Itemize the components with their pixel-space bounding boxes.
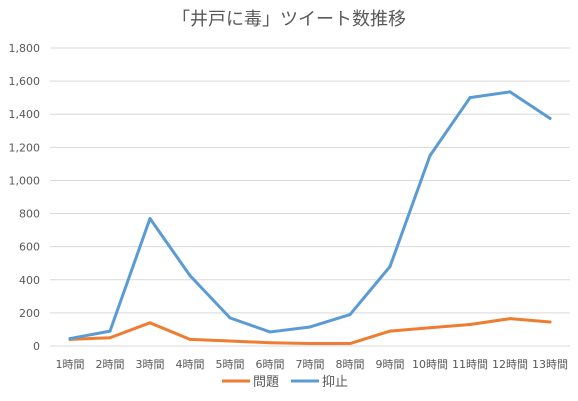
data-point xyxy=(508,90,512,94)
data-point xyxy=(428,154,432,158)
data-point xyxy=(348,342,352,346)
data-point xyxy=(308,325,312,329)
x-tick-label: 9時間 xyxy=(376,358,405,371)
data-point xyxy=(308,342,312,346)
data-point xyxy=(268,341,272,345)
x-tick-label: 8時間 xyxy=(336,358,365,371)
x-tick-label: 12時間 xyxy=(492,358,528,371)
x-tick-label: 3時間 xyxy=(136,358,165,371)
y-tick-label: 1,600 xyxy=(9,75,41,88)
x-axis-tick-labels: 1時間 2時間 3時間 4時間 5時間 6時間 7時間 8時間 9時間 10時間 11時間 12時間 1… xyxy=(56,358,569,371)
x-tick-label: 11時間 xyxy=(452,358,488,371)
y-tick-label: 600 xyxy=(19,241,40,254)
data-point xyxy=(228,316,232,320)
x-tick-label: 6時間 xyxy=(256,358,285,371)
data-point xyxy=(268,330,272,334)
y-axis-tick-labels: 0 200 400 600 800 1,000 1,200 1,400 1,600 1,800 xyxy=(9,42,41,353)
y-tick-label: 0 xyxy=(33,340,40,353)
data-point xyxy=(548,116,552,120)
data-point xyxy=(468,96,472,100)
legend-label-yokushi: 抑止 xyxy=(322,375,348,390)
x-tick-label: 5時間 xyxy=(216,358,245,371)
x-tick-label: 4時間 xyxy=(176,358,205,371)
data-point xyxy=(68,337,72,341)
data-point xyxy=(148,217,152,221)
data-point xyxy=(108,336,112,340)
series-lines xyxy=(68,90,552,346)
x-tick-label: 1時間 xyxy=(56,358,85,371)
data-point xyxy=(388,265,392,269)
x-tick-label: 13時間 xyxy=(532,358,568,371)
data-point xyxy=(548,320,552,324)
data-point xyxy=(148,321,152,325)
legend-label-mondai: 問題 xyxy=(253,375,279,390)
data-point xyxy=(388,329,392,333)
y-tick-label: 1,000 xyxy=(9,174,41,187)
x-tick-label: 7時間 xyxy=(296,358,325,371)
data-point xyxy=(508,317,512,321)
data-point xyxy=(428,326,432,330)
y-tick-label: 1,400 xyxy=(9,108,41,121)
x-tick-label: 2時間 xyxy=(96,358,125,371)
y-tick-label: 400 xyxy=(19,274,40,287)
y-tick-label: 200 xyxy=(19,307,40,320)
gridlines xyxy=(50,47,570,347)
data-point xyxy=(188,337,192,341)
y-tick-label: 1,800 xyxy=(9,42,41,55)
y-tick-label: 1,200 xyxy=(9,141,41,154)
data-point xyxy=(228,339,232,343)
y-tick-label: 800 xyxy=(19,208,40,221)
data-point xyxy=(468,322,472,326)
legend: 問題 抑止 xyxy=(222,375,348,390)
data-point xyxy=(188,274,192,278)
x-tick-label: 10時間 xyxy=(412,358,448,371)
series-line-0 xyxy=(68,317,552,346)
chart-title: 「井戸に毒」ツイート数推移 xyxy=(172,9,406,30)
series-line-1 xyxy=(68,90,552,341)
data-point xyxy=(348,313,352,317)
data-point xyxy=(108,329,112,333)
